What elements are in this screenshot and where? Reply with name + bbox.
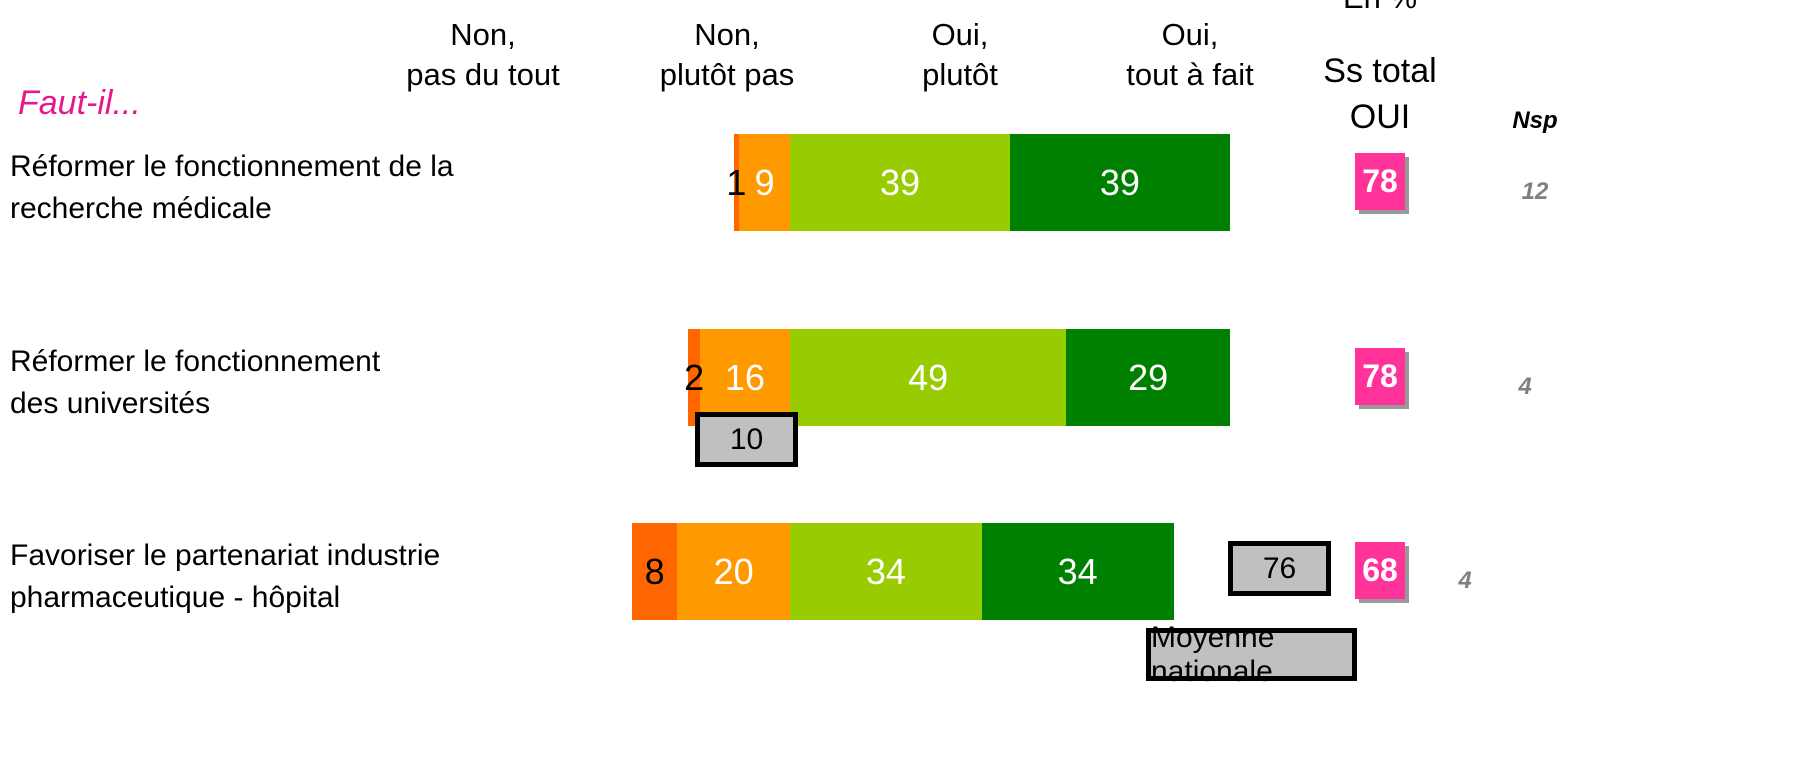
national-average-box: 76	[1228, 541, 1331, 596]
legend-label: Non, pas du tout	[406, 17, 560, 92]
value-label: 1	[726, 161, 747, 203]
bar-segment: 39	[1009, 134, 1230, 231]
bar-segment: 1	[726, 134, 746, 231]
bar-segment: 34	[790, 523, 982, 620]
value-label: 20	[713, 550, 754, 592]
category-label: Réformer le fonctionnement de la recherc…	[10, 150, 454, 225]
value-label: 34	[1057, 550, 1098, 592]
subtotal-box: 78	[1355, 348, 1405, 405]
value-label: 29	[1128, 356, 1169, 398]
bar-segment: 49	[790, 329, 1067, 426]
value-label: 9	[754, 161, 775, 203]
nsp-value: 4	[1458, 567, 1472, 594]
legend-label: Non, plutôt pas	[659, 17, 795, 92]
nsp-header: Nsp	[1512, 107, 1558, 134]
subtotal-box: 68	[1355, 542, 1405, 599]
bar-segment: 2	[684, 329, 704, 426]
value-label: 16	[724, 356, 765, 398]
value-label: 39	[1099, 161, 1140, 203]
legend-label: Oui, plutôt	[922, 17, 998, 92]
value-label: 39	[879, 161, 920, 203]
bar-segment: 16	[699, 329, 790, 426]
national-average-box: 10	[695, 412, 798, 467]
legend-label: Oui, tout à fait	[1126, 17, 1254, 92]
bar-segment: 8	[632, 523, 678, 620]
nsp-value: 4	[1518, 373, 1532, 400]
bar-segment: 34	[981, 523, 1174, 620]
value-label: 34	[865, 550, 906, 592]
bar-segment: 39	[790, 134, 1010, 231]
prompt: Faut-il...	[18, 84, 141, 122]
unit-note: En %	[1260, 0, 1500, 18]
bar-segment: 9	[739, 134, 790, 231]
value-label: 8	[644, 550, 665, 592]
national-average-label: Moyenne nationale	[1146, 621, 1357, 688]
category-label: Réformer le fonctionnement des universit…	[10, 345, 381, 420]
subtotal-header: Ss total OUI	[1323, 52, 1437, 136]
nsp-value: 12	[1521, 178, 1549, 205]
subtotal-box: 78	[1355, 153, 1405, 210]
category-label: Favoriser le partenariat industrie pharm…	[10, 539, 441, 614]
value-label: 49	[908, 356, 949, 398]
bar-segment: 20	[677, 523, 790, 620]
value-label: 2	[684, 356, 705, 398]
bar-segment: 29	[1066, 329, 1230, 426]
